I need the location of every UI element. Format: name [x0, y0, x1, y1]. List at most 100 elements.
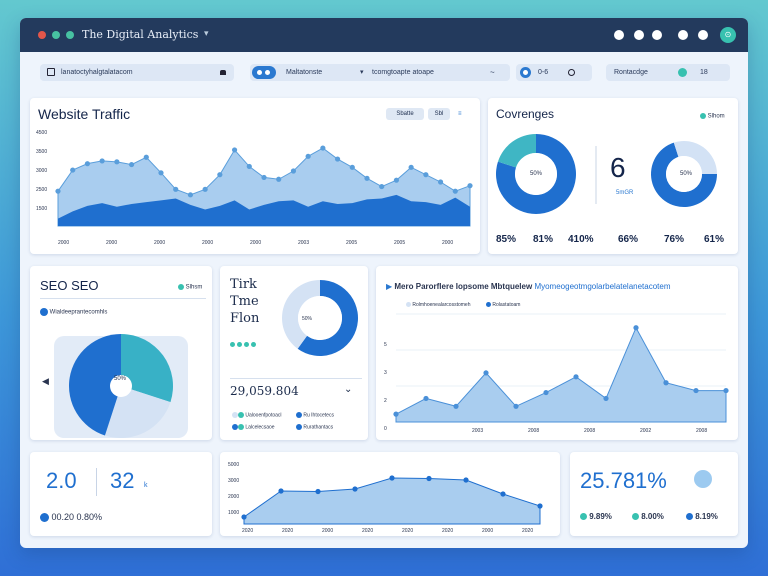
x-tick-label: 2020: [442, 528, 454, 534]
y-tick-label: 2000: [228, 494, 240, 500]
traffic-series-1-point: [467, 183, 473, 189]
kpi-footer-text: 00.20 0.80%: [51, 512, 103, 522]
legend-dot-icon: [700, 113, 706, 119]
chevron-down-icon: ▾: [360, 69, 364, 76]
toolbar: lanatoctyhalgtalatacom Maltatonste ▾ tco…: [20, 52, 748, 94]
window-button-4[interactable]: [678, 30, 688, 40]
range-button-day[interactable]: Sbatte: [386, 108, 424, 120]
y-tick-label: 1000: [228, 510, 240, 516]
kpi-stat-value: 9.89%: [589, 512, 612, 521]
window-button-2[interactable]: [634, 30, 644, 40]
y-tick-label: 5: [384, 342, 387, 348]
subtitle-link[interactable]: Myomeogeotmgolarbelatelanetacotem: [534, 282, 671, 291]
dot-icon: [244, 342, 249, 348]
y-tick-label: 2: [384, 398, 387, 404]
dot-icon: [237, 342, 242, 348]
toggle-label: Maltatonste: [286, 69, 323, 76]
chevron-down-icon[interactable]: ▾: [204, 28, 209, 38]
pie-slice: [497, 134, 536, 168]
title-bar: The Digital Analytics ▾ ⊙: [20, 18, 748, 52]
mini-chart-card: 5000 3000 2000 1000 2020 2020 2000 2020 2020 2020…: [220, 452, 560, 536]
legend-dot-icon: [178, 284, 184, 290]
kpi-card-right: 25.781% 9.89% 8.00% 8.19%: [570, 452, 738, 536]
legend-label: Slhsm: [185, 284, 203, 291]
x-tick-label: 2000: [202, 240, 214, 246]
traffic-series-1-point: [349, 164, 355, 170]
window-button-3[interactable]: [652, 30, 662, 40]
legend-2: Rolastatoam: [486, 302, 520, 308]
legend-dot-icon: [580, 513, 587, 521]
traffic-series-1-point: [114, 159, 120, 165]
legend-label: Rolmhoenealarcosstomeh: [412, 302, 471, 308]
traffic-series-1-point: [55, 188, 61, 194]
mini-series-point: [426, 475, 432, 482]
legend-dot-icon: [238, 412, 244, 418]
app-title: The Digital Analytics: [82, 28, 199, 41]
list-item-label: Lalcelecsaoe: [245, 424, 275, 431]
status-dot-icon: [678, 68, 687, 77]
traffic-series-1-point: [173, 186, 179, 192]
filter-field[interactable]: Rontacdge 18: [606, 64, 730, 81]
window-button-5[interactable]: [698, 30, 708, 40]
notification-badge[interactable]: ⊙: [720, 27, 736, 43]
minimize-dot-icon[interactable]: [52, 31, 60, 39]
legend-dot-icon: [686, 513, 693, 521]
legend-dot-icon: [486, 302, 491, 308]
traffic-series-1-point: [393, 177, 400, 183]
filter-bar[interactable]: Maltatonste ▾ tcomgtoapte atoape ~: [250, 64, 510, 81]
chevron-down-icon[interactable]: ⌄: [344, 384, 353, 395]
mini-series-point: [537, 503, 543, 509]
search-icon: [47, 68, 55, 77]
legend-dot-icon: [632, 513, 639, 521]
traffic-series-1-point: [99, 158, 105, 164]
conversions-card: Covrenges Slhom 50% 6 5mGR 50% 85% 81% 4…: [488, 98, 738, 254]
pie-slice: [297, 280, 358, 356]
legend-dot-icon: [40, 513, 49, 523]
pie-center: [110, 375, 132, 397]
card-title: Tirk Tme Flon: [230, 276, 259, 327]
maximize-dot-icon[interactable]: [66, 31, 74, 39]
x-tick-label: 2005: [346, 240, 358, 246]
x-tick-label: 2003: [298, 240, 310, 246]
counter-field[interactable]: 0-6: [516, 64, 592, 81]
range-button-week[interactable]: Sbl: [428, 108, 450, 120]
card-title: SEO SEO: [40, 278, 99, 293]
y-tick-label: 3: [384, 370, 387, 376]
x-tick-label: 2000: [58, 240, 70, 246]
dropdown-text[interactable]: tcomgtoapte atoape: [372, 69, 434, 76]
stat-value: 81%: [533, 234, 554, 245]
app-window: The Digital Analytics ▾ ⊙ lanatoctyhalgt…: [20, 18, 748, 548]
x-tick-label: 2000: [482, 528, 494, 534]
toggle-switch[interactable]: [252, 66, 276, 79]
pie-slice: [121, 334, 173, 403]
traffic-series-1-point: [305, 153, 311, 159]
performance-series-point: [543, 389, 549, 396]
legend: Slhom: [700, 113, 725, 120]
performance-series-point: [633, 325, 639, 331]
divider: [230, 378, 362, 379]
donut-chart-2: [651, 141, 717, 208]
traffic-series-1-point: [202, 186, 208, 192]
close-dot-icon[interactable]: [38, 31, 46, 39]
menu-icon[interactable]: ≡: [458, 111, 462, 117]
traffic-series-2-area: [58, 194, 470, 226]
mini-series-point: [241, 514, 247, 520]
mini-series-point: [315, 488, 321, 495]
tilde-icon: ~: [490, 68, 495, 77]
traffic-series-1-point: [143, 154, 149, 160]
list-item-label: Ualooenfpotoacl: [245, 412, 282, 419]
x-tick-label: 2005: [394, 240, 406, 246]
performance-series-point: [393, 411, 399, 417]
y-tick-label: 0: [384, 426, 387, 432]
time-donut-chart: [282, 280, 358, 356]
performance-series-point: [483, 370, 489, 376]
y-tick-label: 4500: [36, 130, 48, 136]
chevron-left-icon[interactable]: ◀: [42, 376, 49, 386]
dot-icon: [230, 342, 235, 348]
traffic-series-1-point: [246, 163, 252, 170]
legend-label: Rolastatoam: [492, 302, 521, 308]
traffic-series-1-point: [261, 174, 267, 181]
search-field[interactable]: lanatoctyhalgtalatacom: [40, 64, 234, 81]
window-button-1[interactable]: [614, 30, 624, 40]
performance-series-point: [573, 374, 579, 380]
